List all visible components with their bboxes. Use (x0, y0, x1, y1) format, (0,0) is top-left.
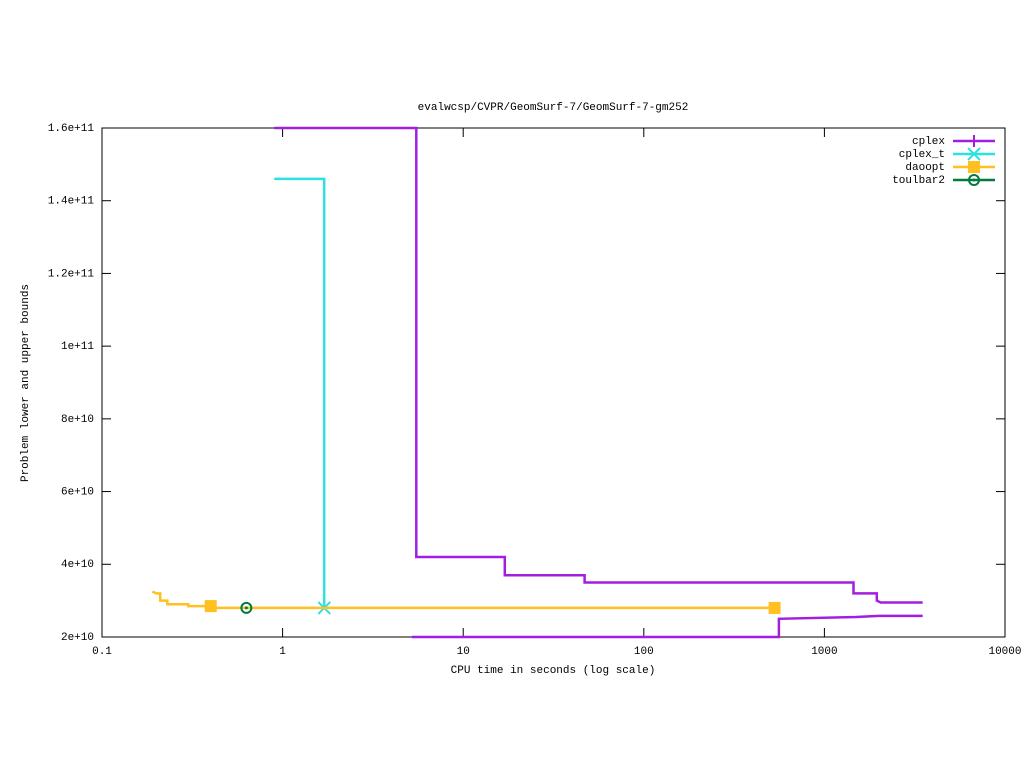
marker (968, 161, 980, 173)
legend-label: cplex_t (899, 149, 945, 161)
marker (968, 174, 980, 186)
x-tick-label: 1 (279, 646, 286, 658)
y-tick-label: 2e+10 (61, 632, 94, 644)
legend-label: cplex (912, 136, 945, 148)
series-line (274, 126, 923, 639)
marker-shape (240, 601, 253, 614)
marker-shape (967, 147, 981, 161)
y-tick-label: 1.4e+11 (48, 196, 95, 208)
x-tick-label: 0.1 (92, 646, 112, 658)
x-tick-label: 10000 (988, 646, 1021, 658)
legend-label: daoopt (905, 162, 945, 174)
y-tick-label: 8e+10 (61, 414, 94, 426)
y-tick-label: 1.2e+11 (48, 268, 95, 280)
y-tick-label: 4e+10 (61, 559, 94, 571)
marker (240, 601, 253, 614)
chart-title: evalwcsp/CVPR/GeomSurf-7/GeomSurf-7-gm25… (418, 102, 689, 114)
x-tick-label: 1000 (811, 646, 837, 658)
marker-shape (968, 135, 980, 147)
marker-shape (968, 161, 980, 173)
y-tick-label: 1.6e+11 (48, 123, 95, 135)
marker (968, 135, 980, 147)
marker-shape (244, 606, 248, 610)
marker-shape (968, 174, 980, 186)
y-axis-label: Problem lower and upper bounds (20, 284, 32, 482)
marker (768, 601, 781, 614)
x-axis-label: CPU time in seconds (log scale) (451, 665, 656, 677)
marker (204, 600, 217, 613)
x-tick-label: 100 (634, 646, 654, 658)
y-tick-label: 1e+11 (61, 341, 94, 353)
series-line (274, 177, 326, 608)
marker-shape (972, 178, 976, 182)
plot-frame (101, 127, 1006, 638)
series-line (151, 590, 775, 610)
legend-label: toulbar2 (892, 175, 945, 187)
y-tick-label: 6e+10 (61, 486, 94, 498)
marker-shape (768, 601, 781, 614)
marker (967, 147, 981, 161)
x-tick-label: 10 (457, 646, 470, 658)
marker-shape (204, 600, 217, 613)
